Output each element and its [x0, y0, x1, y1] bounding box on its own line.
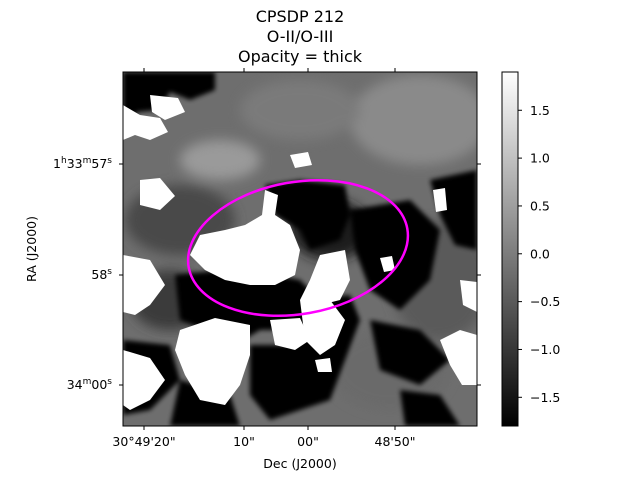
y-tick-label: 58s — [91, 267, 112, 282]
colorbar-tick-label: −0.5 — [530, 294, 560, 309]
colorbar-tick-label: 1.5 — [530, 103, 550, 118]
y-tick-label: 1h33m57s — [53, 156, 112, 171]
y-axis-label: RA (J2000) — [24, 216, 39, 282]
x-tick-label: 30°49'20" — [112, 434, 175, 449]
colorbar-tick-label: 1.0 — [530, 151, 550, 166]
colorbar-ticks — [518, 109, 522, 398]
colorbar-tick-label: −1.5 — [530, 390, 560, 405]
x-axis — [143, 68, 396, 430]
y-tick-label: 34m00s — [67, 377, 113, 392]
aperture-ellipse — [186, 178, 410, 318]
colorbar-tick-labels: 1.5 1.0 0.5 0.0 −0.5 −1.0 −1.5 — [530, 103, 560, 405]
image-panel — [123, 72, 477, 426]
title-line-3: Opacity = thick — [238, 47, 363, 66]
colorbar-tick-label: −1.0 — [530, 342, 560, 357]
y-tick-labels: 1h33m57s 58s 34m00s — [53, 156, 112, 392]
colorbar-tick-label: 0.0 — [530, 246, 550, 261]
colorbar-gradient — [501, 71, 519, 427]
title-line-1: CPSDP 212 — [256, 7, 345, 26]
title-line-2: O-II/O-III — [267, 27, 334, 46]
colorbar-tick-label: 0.5 — [530, 198, 550, 213]
y-axis — [119, 163, 481, 386]
x-axis-label: Dec (J2000) — [263, 456, 336, 471]
x-tick-labels: 30°49'20" 10" 00" 48'50" — [112, 434, 415, 449]
image-frame — [122, 71, 478, 427]
figure-title: CPSDP 212 O-II/O-III Opacity = thick — [238, 7, 363, 66]
colorbar: 1.5 1.0 0.5 0.0 −0.5 −1.0 −1.5 — [501, 71, 560, 427]
x-tick-label: 00" — [297, 434, 319, 449]
image-high-regions — [123, 95, 477, 410]
x-tick-label: 48'50" — [375, 434, 416, 449]
x-tick-label: 10" — [233, 434, 255, 449]
